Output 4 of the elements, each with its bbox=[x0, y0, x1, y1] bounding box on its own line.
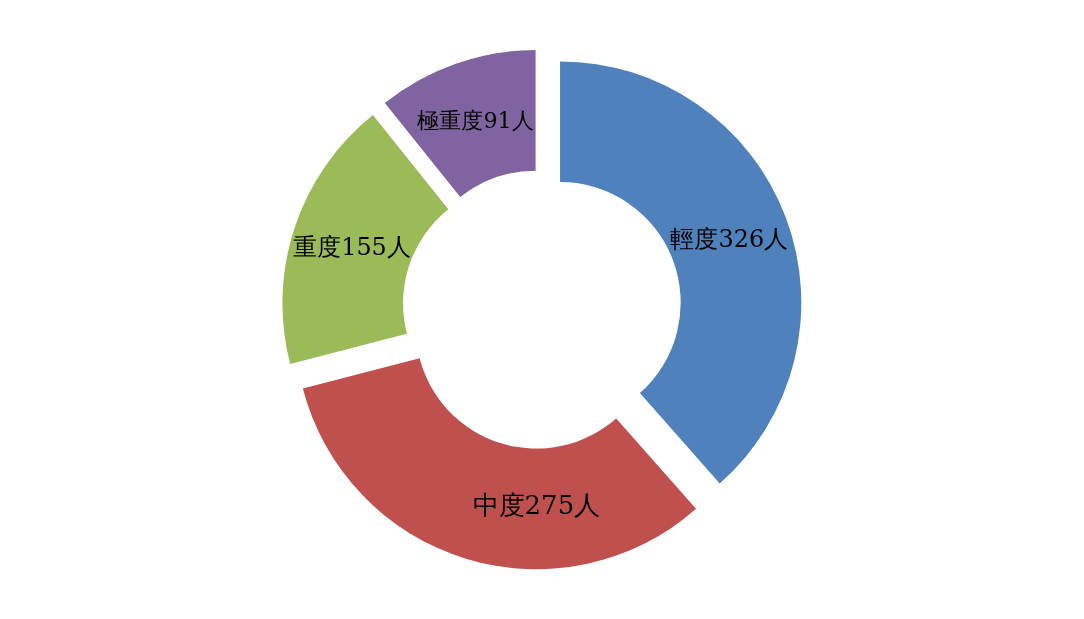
slice-label: 中度275人 bbox=[472, 490, 601, 521]
slice-label: 極重度91人 bbox=[417, 106, 534, 133]
slice-label: 重度155人 bbox=[293, 232, 411, 261]
slice-label: 輕度326人 bbox=[670, 224, 789, 253]
